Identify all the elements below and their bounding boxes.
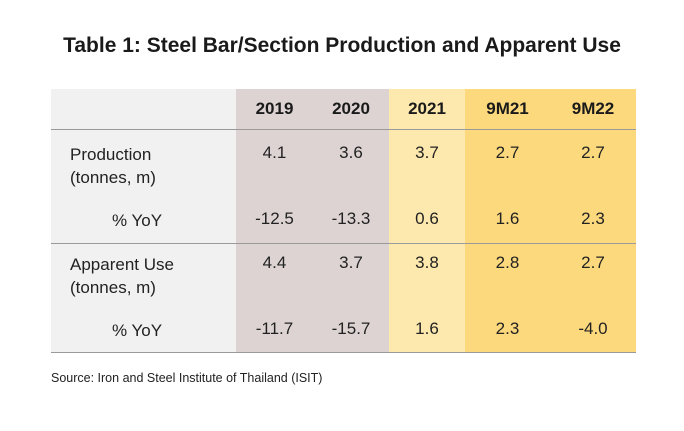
cell-apparent-use-2020: 3.7 bbox=[339, 253, 363, 272]
header-2020: 2020 bbox=[332, 99, 370, 118]
cell-production-yoy-2020: -13.3 bbox=[331, 209, 371, 228]
cell-production-yoy-9m22: 2.3 bbox=[581, 209, 605, 228]
cell-apparent-use-9m22: 2.7 bbox=[581, 253, 605, 272]
table-title: Table 1: Steel Bar/Section Production an… bbox=[63, 34, 621, 57]
row-label-unit: (tonnes, m) bbox=[70, 278, 156, 297]
cell-apparent-use-yoy-2021: 1.6 bbox=[415, 319, 439, 338]
cell-production-2021: 3.7 bbox=[415, 143, 439, 162]
cell-production-2020: 3.6 bbox=[339, 143, 363, 162]
cell-production-9m21: 2.7 bbox=[495, 143, 520, 162]
header-2019: 2019 bbox=[255, 99, 294, 118]
cell-production-yoy-2019: -12.5 bbox=[255, 209, 294, 228]
cell-production-yoy-9m21: 1.6 bbox=[495, 209, 520, 228]
cell-apparent-use-yoy-9m21: 2.3 bbox=[495, 319, 520, 338]
header-divider bbox=[51, 129, 636, 130]
header-9m22: 9M22 bbox=[571, 99, 615, 118]
row-label-line: Production bbox=[70, 145, 152, 164]
table-bottom-rule bbox=[51, 352, 636, 353]
column-9m21-bg bbox=[465, 89, 550, 353]
column-9m22-bg bbox=[550, 89, 636, 353]
cell-apparent-use-9m21: 2.8 bbox=[495, 253, 520, 272]
cell-apparent-use-2019: 4.4 bbox=[262, 253, 287, 272]
cell-production-yoy-2021: 0.6 bbox=[415, 209, 439, 228]
row-label-apparent-use: Apparent Use (tonnes, m) bbox=[70, 253, 174, 299]
row-label-unit: (tonnes, m) bbox=[70, 168, 156, 187]
data-table: 2019 2020 2021 9M21 9M22 Production (ton… bbox=[51, 89, 636, 353]
header-2021: 2021 bbox=[408, 99, 446, 118]
label-column-bg bbox=[51, 89, 236, 353]
row-label-line: Apparent Use bbox=[70, 255, 174, 274]
cell-production-2019: 4.1 bbox=[262, 143, 287, 162]
row-label-apparent-use-yoy: % YoY bbox=[112, 321, 163, 340]
column-2020-bg bbox=[313, 89, 389, 353]
source-note: Source: Iron and Steel Institute of Thai… bbox=[51, 371, 323, 385]
cell-apparent-use-yoy-9m22: -4.0 bbox=[578, 319, 608, 338]
column-2019-bg bbox=[236, 89, 313, 353]
cell-apparent-use-2021: 3.8 bbox=[415, 253, 439, 272]
cell-production-9m22: 2.7 bbox=[581, 143, 605, 162]
cell-apparent-use-yoy-2019: -11.7 bbox=[255, 319, 294, 338]
header-9m21: 9M21 bbox=[486, 99, 529, 118]
row-label-production-yoy: % YoY bbox=[112, 211, 163, 230]
cell-apparent-use-yoy-2020: -15.7 bbox=[331, 319, 371, 338]
column-2021-bg bbox=[389, 89, 465, 353]
section-divider bbox=[51, 243, 636, 244]
row-label-production: Production (tonnes, m) bbox=[70, 143, 156, 189]
